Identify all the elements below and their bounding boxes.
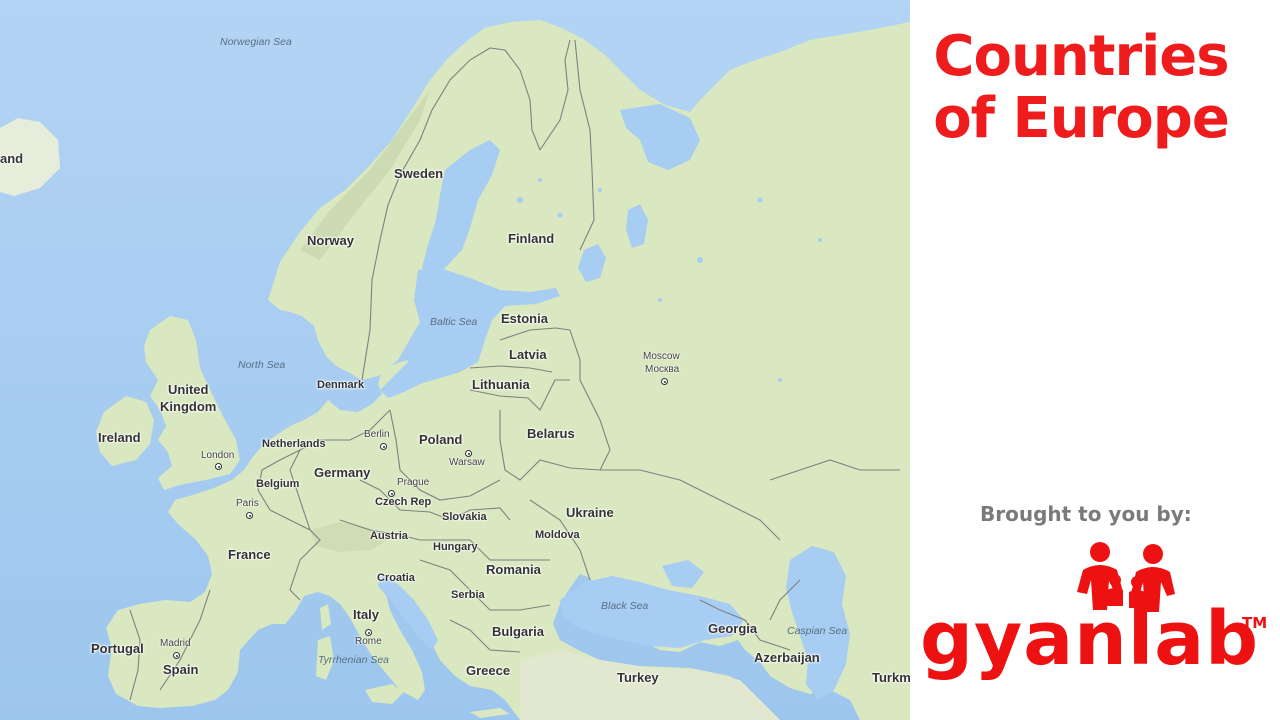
country-label-netherlands[interactable]: Netherlands [262,438,326,450]
trademark-symbol: TM [1242,614,1268,632]
country-label-finland[interactable]: Finland [508,231,555,246]
country-label-italy[interactable]: Italy [353,607,380,622]
country-label-turkey[interactable]: Turkey [617,670,659,685]
crete [470,708,510,718]
country-label-austria[interactable]: Austria [370,530,408,542]
lake-ladoga [578,244,606,282]
country-label-lithuania[interactable]: Lithuania [472,377,530,392]
country-label-estonia[interactable]: Estonia [501,311,548,326]
title-line-2: of Europe [933,86,1230,151]
country-label-germany[interactable]: Germany [314,465,371,480]
country-label-georgia[interactable]: Georgia [708,621,758,636]
map-base [0,0,910,720]
country-label-serbia[interactable]: Serbia [451,589,485,601]
country-label-sweden[interactable]: Sweden [394,166,444,181]
country-label-ukraine[interactable]: Ukraine [566,505,614,520]
corsica [320,604,331,630]
country-label-czech-rep[interactable]: Czech Rep [375,496,432,508]
country-label-belarus[interactable]: Belarus [527,426,575,441]
city-marker-prague[interactable] [388,490,395,497]
country-label-bulgaria[interactable]: Bulgaria [492,624,545,639]
country-label-latvia[interactable]: Latvia [509,347,547,362]
country-label-romania[interactable]: Romania [486,562,541,577]
mainland-europe [106,20,910,720]
city-marker-london[interactable] [215,463,222,470]
sardinia [316,636,334,680]
info-panel: Countries of Europe Brought to you by: g… [910,0,1280,720]
ireland-land [96,396,154,466]
city-label-madrid[interactable]: Madrid [160,638,191,649]
sea-label-baltic: Baltic Sea [430,316,478,328]
sea-label-caspian: Caspian Sea [787,625,848,637]
city-marker-paris[interactable] [246,512,253,519]
anatolia [520,650,780,720]
europe-map[interactable]: Norwegian Sea Baltic Sea North Sea Black… [0,0,910,720]
gulf-of-bothnia [422,140,500,280]
country-label-spain[interactable]: Spain [163,662,199,677]
city-marker-moscow[interactable] [661,378,668,385]
country-label-norway[interactable]: Norway [307,233,354,248]
caspian-sea-water [786,546,850,700]
country-label-turkmenistan[interactable]: Turkm [872,670,910,685]
city-label-rome[interactable]: Rome [355,636,382,647]
country-label-uk-line1[interactable]: United [168,382,209,397]
family-icon [1077,542,1175,612]
city-label-berlin[interactable]: Berlin [364,429,390,440]
city-label-warsaw[interactable]: Warsaw [449,457,485,468]
sea-label-north: North Sea [238,359,286,371]
country-label-moldova[interactable]: Moldova [535,529,580,541]
black-sea-water [560,576,744,648]
lake-onega [626,204,648,248]
great-britain [144,316,240,490]
city-label-moscow-en[interactable]: Moscow [643,351,680,362]
country-label-france[interactable]: France [228,547,271,562]
sea-label-black: Black Sea [601,600,649,612]
country-label-iceland[interactable]: and [0,151,24,166]
country-label-ireland[interactable]: Ireland [98,430,141,445]
city-label-london[interactable]: London [201,450,235,461]
city-label-paris[interactable]: Paris [236,498,259,509]
sea-of-azov [662,560,704,588]
city-marker-madrid[interactable] [173,652,180,659]
gyanlab-logo[interactable]: gyanlab TM [920,540,1270,710]
white-sea [620,104,700,170]
lakes-dots [517,178,822,382]
country-label-croatia[interactable]: Croatia [377,572,415,584]
country-label-denmark[interactable]: Denmark [317,379,365,391]
sea-label-tyrrhenian: Tyrrhenian Sea [318,654,390,666]
country-label-azerbaijan[interactable]: Azerbaijan [754,650,820,665]
country-label-greece[interactable]: Greece [466,663,511,678]
country-label-slovakia[interactable]: Slovakia [442,511,487,523]
country-borders [129,39,900,701]
country-label-belgium[interactable]: Belgium [256,478,300,490]
logo-wordmark: gyanlab [920,596,1260,682]
scandes-relief [300,90,430,260]
adriatic-sea [378,574,438,650]
city-marker-warsaw[interactable] [465,450,472,457]
country-label-poland[interactable]: Poland [419,432,463,447]
sea-label-norwegian: Norwegian Sea [220,36,292,48]
country-label-portugal[interactable]: Portugal [91,641,144,656]
brought-to-you-by: Brought to you by: [980,502,1192,526]
baltic-sea-water [380,268,560,398]
iceland-land [0,118,60,196]
city-label-moscow-ru[interactable]: Москва [645,364,680,375]
city-marker-berlin[interactable] [380,443,387,450]
city-label-prague[interactable]: Prague [397,477,430,488]
city-marker-rome[interactable] [365,629,372,636]
country-label-hungary[interactable]: Hungary [433,541,478,553]
title-line-1: Countries [933,24,1229,89]
sicily [365,684,404,704]
page-title: Countries of Europe [910,26,1252,150]
country-label-uk-line2[interactable]: Kingdom [160,399,217,414]
